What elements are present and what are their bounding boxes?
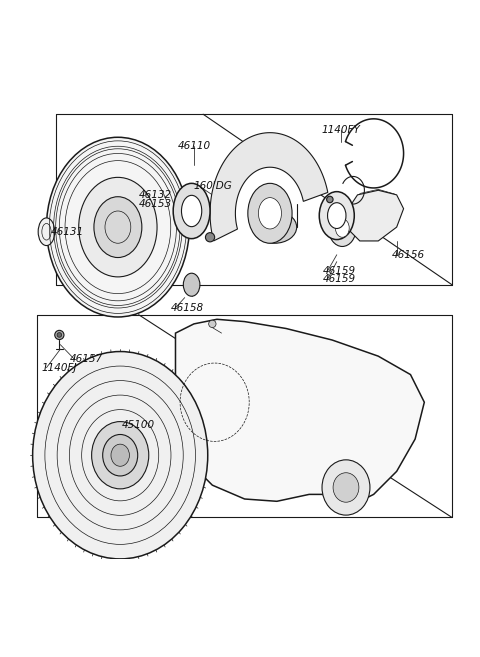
Text: 1140FJ: 1140FJ — [42, 363, 77, 373]
Ellipse shape — [173, 183, 210, 238]
Ellipse shape — [327, 203, 346, 229]
Ellipse shape — [33, 351, 208, 559]
Text: 45100: 45100 — [122, 420, 155, 430]
Circle shape — [55, 330, 64, 340]
Ellipse shape — [103, 434, 138, 476]
Circle shape — [205, 233, 215, 242]
Polygon shape — [210, 133, 328, 241]
Text: 46159: 46159 — [323, 266, 356, 276]
Ellipse shape — [38, 218, 55, 246]
Circle shape — [326, 196, 333, 203]
Ellipse shape — [94, 196, 142, 258]
Text: 1140FY: 1140FY — [322, 125, 361, 135]
Text: 46131: 46131 — [51, 227, 84, 237]
Ellipse shape — [252, 211, 297, 243]
Ellipse shape — [258, 198, 281, 229]
Ellipse shape — [111, 444, 130, 466]
Ellipse shape — [92, 422, 149, 489]
Ellipse shape — [248, 183, 292, 243]
Ellipse shape — [333, 473, 359, 502]
Ellipse shape — [181, 195, 202, 227]
Polygon shape — [348, 191, 404, 241]
Text: 160'DG: 160'DG — [194, 181, 233, 191]
Ellipse shape — [47, 137, 189, 317]
Text: 46132: 46132 — [139, 190, 172, 200]
Circle shape — [57, 332, 61, 337]
Polygon shape — [176, 319, 424, 506]
Text: 46159: 46159 — [323, 274, 356, 284]
Ellipse shape — [328, 210, 356, 246]
Ellipse shape — [319, 192, 354, 240]
Text: 46153: 46153 — [139, 199, 172, 209]
Text: 46157: 46157 — [70, 354, 103, 364]
Ellipse shape — [336, 219, 349, 237]
Ellipse shape — [322, 460, 370, 515]
Ellipse shape — [79, 177, 157, 277]
Circle shape — [209, 320, 216, 328]
Text: 46156: 46156 — [392, 250, 425, 260]
Text: 46110: 46110 — [177, 141, 211, 152]
Ellipse shape — [183, 273, 200, 296]
Text: 46158: 46158 — [171, 303, 204, 313]
